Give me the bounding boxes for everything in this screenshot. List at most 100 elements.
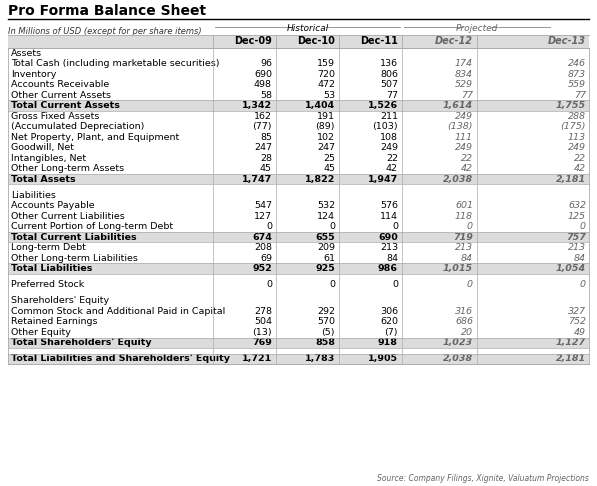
Text: 84: 84 xyxy=(386,254,398,263)
Text: 249: 249 xyxy=(380,143,398,152)
Text: 58: 58 xyxy=(260,91,272,100)
Text: 1,127: 1,127 xyxy=(556,338,586,347)
Text: 69: 69 xyxy=(260,254,272,263)
Text: 28: 28 xyxy=(260,154,272,163)
Text: 1,015: 1,015 xyxy=(443,264,473,273)
Text: 246: 246 xyxy=(568,59,586,68)
Text: 752: 752 xyxy=(568,317,586,326)
Text: 529: 529 xyxy=(455,80,473,89)
Text: 1,023: 1,023 xyxy=(443,338,473,347)
Text: 1,526: 1,526 xyxy=(368,101,398,110)
Bar xyxy=(8,263,589,274)
Text: 858: 858 xyxy=(315,338,335,347)
Text: 61: 61 xyxy=(323,254,335,263)
Text: 0: 0 xyxy=(266,280,272,289)
Text: (13): (13) xyxy=(253,328,272,337)
Text: Gross Fixed Assets: Gross Fixed Assets xyxy=(11,112,99,121)
Text: Pro Forma Balance Sheet: Pro Forma Balance Sheet xyxy=(8,4,206,18)
Text: 77: 77 xyxy=(461,91,473,100)
Text: Shareholders' Equity: Shareholders' Equity xyxy=(11,296,109,305)
Text: 127: 127 xyxy=(254,212,272,221)
Text: 0: 0 xyxy=(329,222,335,231)
Text: 45: 45 xyxy=(323,164,335,173)
Text: Goodwill, Net: Goodwill, Net xyxy=(11,143,74,152)
Text: 191: 191 xyxy=(317,112,335,121)
Text: 136: 136 xyxy=(380,59,398,68)
Text: 1,755: 1,755 xyxy=(556,101,586,110)
Text: Retained Earnings: Retained Earnings xyxy=(11,317,97,326)
Text: 124: 124 xyxy=(317,212,335,221)
Bar xyxy=(8,174,589,185)
Text: 0: 0 xyxy=(392,280,398,289)
Text: Total Shareholders' Equity: Total Shareholders' Equity xyxy=(11,338,152,347)
Text: 1,342: 1,342 xyxy=(242,101,272,110)
Text: 547: 547 xyxy=(254,201,272,210)
Text: 504: 504 xyxy=(254,317,272,326)
Text: 208: 208 xyxy=(254,243,272,252)
Text: 162: 162 xyxy=(254,112,272,121)
Text: 108: 108 xyxy=(380,133,398,142)
Text: 288: 288 xyxy=(568,112,586,121)
Text: 306: 306 xyxy=(380,307,398,316)
Text: Common Stock and Additional Paid in Capital: Common Stock and Additional Paid in Capi… xyxy=(11,307,225,316)
Text: 42: 42 xyxy=(574,164,586,173)
Text: Liabilities: Liabilities xyxy=(11,191,56,200)
Text: 655: 655 xyxy=(315,233,335,242)
Text: In Millions of USD (except for per share items): In Millions of USD (except for per share… xyxy=(8,27,202,36)
Text: 2,038: 2,038 xyxy=(443,175,473,184)
Text: 49: 49 xyxy=(574,328,586,337)
Text: 42: 42 xyxy=(386,164,398,173)
Text: 952: 952 xyxy=(253,264,272,273)
Bar xyxy=(8,35,589,48)
Text: 690: 690 xyxy=(378,233,398,242)
Text: (138): (138) xyxy=(448,122,473,131)
Text: 209: 209 xyxy=(317,243,335,252)
Text: (103): (103) xyxy=(373,122,398,131)
Text: Total Cash (including marketable securities): Total Cash (including marketable securit… xyxy=(11,59,220,68)
Text: 125: 125 xyxy=(568,212,586,221)
Bar xyxy=(8,353,589,364)
Text: 1,905: 1,905 xyxy=(368,354,398,363)
Text: 498: 498 xyxy=(254,80,272,89)
Text: 45: 45 xyxy=(260,164,272,173)
Text: 507: 507 xyxy=(380,80,398,89)
Text: 111: 111 xyxy=(455,133,473,142)
Text: 113: 113 xyxy=(568,133,586,142)
Text: 247: 247 xyxy=(254,143,272,152)
Text: Preferred Stock: Preferred Stock xyxy=(11,280,84,289)
Text: 77: 77 xyxy=(386,91,398,100)
Text: 213: 213 xyxy=(568,243,586,252)
Text: 53: 53 xyxy=(323,91,335,100)
Text: 22: 22 xyxy=(386,154,398,163)
Text: 213: 213 xyxy=(380,243,398,252)
Text: Total Current Liabilities: Total Current Liabilities xyxy=(11,233,137,242)
Text: 690: 690 xyxy=(254,70,272,79)
Text: Current Portion of Long-term Debt: Current Portion of Long-term Debt xyxy=(11,222,173,231)
Text: Total Liabilities: Total Liabilities xyxy=(11,264,93,273)
Text: 925: 925 xyxy=(315,264,335,273)
Text: 1,614: 1,614 xyxy=(443,101,473,110)
Text: Dec-10: Dec-10 xyxy=(297,36,335,47)
Text: 84: 84 xyxy=(461,254,473,263)
Text: 918: 918 xyxy=(378,338,398,347)
Text: 316: 316 xyxy=(455,307,473,316)
Text: Dec-13: Dec-13 xyxy=(548,36,586,47)
Text: Accounts Receivable: Accounts Receivable xyxy=(11,80,109,89)
Text: 834: 834 xyxy=(455,70,473,79)
Text: 247: 247 xyxy=(317,143,335,152)
Text: (Accumulated Depreciation): (Accumulated Depreciation) xyxy=(11,122,144,131)
Text: Dec-12: Dec-12 xyxy=(435,36,473,47)
Text: Dec-09: Dec-09 xyxy=(234,36,272,47)
Text: Source: Company Filings, Xignite, Valuatum Projections: Source: Company Filings, Xignite, Valuat… xyxy=(377,474,589,483)
Text: 769: 769 xyxy=(252,338,272,347)
Text: Intangibles, Net: Intangibles, Net xyxy=(11,154,86,163)
Text: 1,404: 1,404 xyxy=(305,101,335,110)
Text: 25: 25 xyxy=(323,154,335,163)
Text: Other Long-term Liabilities: Other Long-term Liabilities xyxy=(11,254,138,263)
Text: 20: 20 xyxy=(461,328,473,337)
Text: (5): (5) xyxy=(322,328,335,337)
Text: 570: 570 xyxy=(317,317,335,326)
Text: Inventory: Inventory xyxy=(11,70,56,79)
Text: Historical: Historical xyxy=(287,24,328,33)
Text: Net Property, Plant, and Equipment: Net Property, Plant, and Equipment xyxy=(11,133,179,142)
